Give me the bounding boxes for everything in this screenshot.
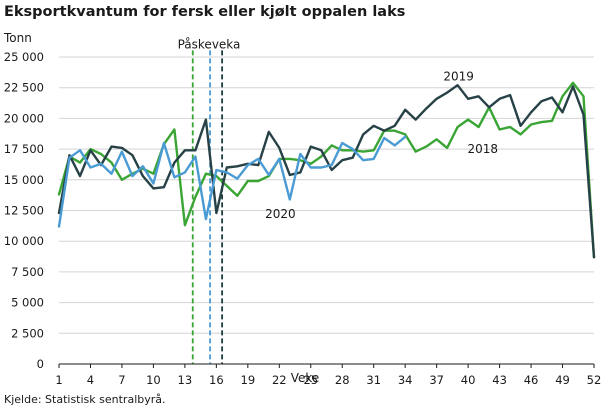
y-tick-label: 5 000 [11, 296, 44, 310]
x-tick-label: 19 [241, 373, 256, 387]
chart-title: Eksportkvantum for fersk eller kjølt opp… [4, 4, 406, 20]
y-axis-unit-label: Tonn [4, 31, 32, 45]
series-line-2019 [57, 83, 596, 259]
x-tick-label: 49 [555, 373, 570, 387]
x-tick-label: 25 [303, 373, 318, 387]
y-tick-label: 12 500 [4, 204, 44, 218]
x-tick-label: 52 [587, 373, 602, 387]
x-tick-label: 16 [209, 373, 224, 387]
x-tick-label: 43 [492, 373, 507, 387]
source-note: Kjelde: Statistisk sentralbyrå. [4, 393, 166, 406]
x-tick-label: 46 [524, 373, 539, 387]
series-label: 2020 [265, 207, 296, 221]
series-line-2020 [57, 135, 407, 228]
axis-layer: 0 2 500 5 000 7 500 10 000 12 500 15 000 17 500… [4, 50, 602, 387]
y-tick-label: 2 500 [11, 326, 44, 340]
series-label: 2019 [443, 69, 474, 83]
x-tick-label: 31 [366, 373, 381, 387]
x-tick-label: 28 [335, 373, 350, 387]
x-tick-label: 40 [461, 373, 476, 387]
series-layer [57, 81, 596, 259]
y-tick-label: 25 000 [4, 50, 44, 64]
y-tick-label: 10 000 [4, 234, 44, 248]
y-tick-label: 20 000 [4, 111, 44, 125]
x-tick-label: 1 [55, 373, 62, 387]
x-tick-label: 7 [118, 373, 125, 387]
y-tick-label: 7 500 [11, 265, 44, 279]
grid-layer [59, 56, 594, 334]
x-tick-label: 22 [272, 373, 287, 387]
x-tick-label: 37 [429, 373, 444, 387]
x-tick-label: 34 [398, 373, 413, 387]
annotation-layer: Påskeveka 2019 2018 2020 [178, 37, 498, 220]
y-tick-label: 17 500 [4, 142, 44, 156]
easter-week-label: Påskeveka [178, 37, 241, 51]
y-tick-label: 15 000 [4, 173, 44, 187]
x-axis-label: Veke [290, 371, 320, 385]
series-line-2018 [57, 81, 596, 259]
x-tick-label: 4 [87, 373, 94, 387]
y-tick-label: 22 500 [4, 81, 44, 95]
x-tick-label: 13 [178, 373, 193, 387]
y-tick-label: 0 [37, 357, 44, 371]
x-tick-label: 10 [146, 373, 161, 387]
series-label: 2018 [468, 142, 499, 156]
